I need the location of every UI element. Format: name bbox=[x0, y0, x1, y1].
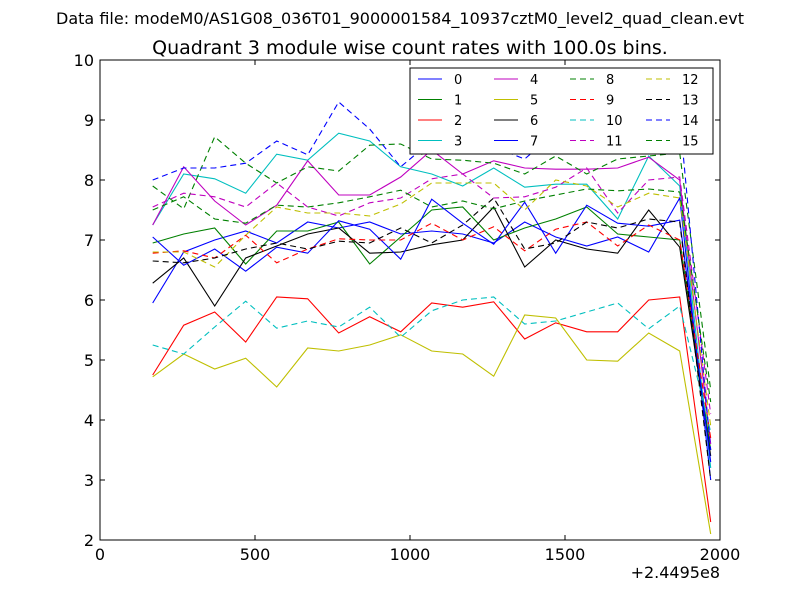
legend-label-5: 5 bbox=[530, 94, 538, 109]
legend-label-9: 9 bbox=[606, 94, 614, 109]
legend-label-0: 0 bbox=[454, 73, 462, 88]
series-line-0 bbox=[152, 196, 712, 481]
y-tick-label: 3 bbox=[84, 471, 94, 490]
y-tick-label: 6 bbox=[84, 291, 94, 310]
x-tick-label: 500 bbox=[240, 545, 271, 564]
legend-label-11: 11 bbox=[606, 135, 623, 150]
series-line-10 bbox=[152, 296, 712, 433]
y-tick-label: 8 bbox=[84, 171, 94, 190]
series-line-9 bbox=[152, 221, 712, 439]
legend-label-2: 2 bbox=[454, 114, 462, 129]
y-tick-label: 10 bbox=[74, 51, 94, 70]
y-tick-label: 4 bbox=[84, 411, 94, 430]
y-tick-label: 2 bbox=[84, 531, 94, 550]
legend-label-6: 6 bbox=[530, 114, 538, 129]
series-line-3 bbox=[152, 132, 712, 469]
series-line-7 bbox=[152, 198, 712, 463]
legend-label-1: 1 bbox=[454, 94, 462, 109]
series-line-12 bbox=[152, 179, 712, 427]
legend-label-3: 3 bbox=[454, 135, 462, 150]
legend-label-14: 14 bbox=[682, 114, 699, 129]
x-tick-label: 2000 bbox=[700, 545, 741, 564]
legend-label-15: 15 bbox=[682, 135, 699, 150]
series-line-6 bbox=[152, 206, 712, 457]
series-line-2 bbox=[152, 296, 712, 523]
legend-label-13: 13 bbox=[682, 94, 699, 109]
legend-label-12: 12 bbox=[682, 73, 699, 88]
series-line-1 bbox=[152, 206, 712, 451]
series-line-4 bbox=[152, 149, 712, 445]
x-tick-label: 1500 bbox=[545, 545, 586, 564]
legend-label-4: 4 bbox=[530, 73, 538, 88]
x-tick-label: 1000 bbox=[390, 545, 431, 564]
chart-suptitle: Data file: modeM0/AS1G08_036T01_90000015… bbox=[56, 9, 744, 29]
series-layer bbox=[152, 101, 712, 535]
y-tick-label: 7 bbox=[84, 231, 94, 250]
legend-label-10: 10 bbox=[606, 114, 623, 129]
series-line-13 bbox=[152, 197, 712, 481]
x-tick-label: 0 bbox=[95, 545, 105, 564]
series-line-15 bbox=[152, 188, 712, 403]
series-line-11 bbox=[152, 167, 712, 415]
legend-label-7: 7 bbox=[530, 135, 538, 150]
series-line-5 bbox=[152, 314, 712, 535]
legend-box bbox=[409, 67, 714, 155]
x-offset-label: +2.4495e8 bbox=[631, 563, 720, 582]
y-tick-label: 5 bbox=[84, 351, 94, 370]
y-tick-label: 9 bbox=[84, 111, 94, 130]
legend-label-8: 8 bbox=[606, 73, 614, 88]
chart-title: Quadrant 3 module wise count rates with … bbox=[152, 37, 668, 59]
